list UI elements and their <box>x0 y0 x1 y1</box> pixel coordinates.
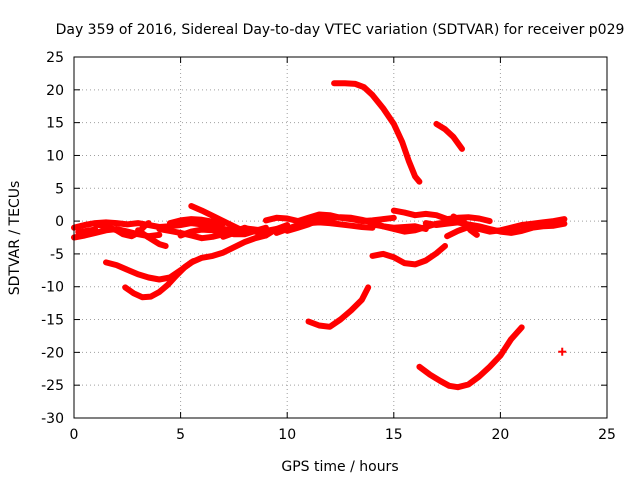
y-tick-label: 15 <box>46 116 64 132</box>
y-tick-label: -15 <box>41 313 64 329</box>
chart-title: Day 359 of 2016, Sidereal Day-to-day VTE… <box>56 22 625 38</box>
data-series-line <box>103 232 269 283</box>
data-series-line <box>220 222 291 240</box>
data-series-line <box>156 226 227 242</box>
y-tick-label: -10 <box>41 280 64 296</box>
y-tick-label: 20 <box>46 83 64 99</box>
x-tick-label: 10 <box>278 427 296 443</box>
data-series-line <box>188 203 248 235</box>
data-series-line <box>450 213 480 238</box>
plot-frame <box>73 56 608 419</box>
data-series-line <box>416 324 525 391</box>
x-tick-label: 5 <box>176 427 185 443</box>
x-axis-label: GPS time / hours <box>281 459 398 475</box>
data-series-line <box>122 258 197 301</box>
y-tick-label: -30 <box>41 411 64 427</box>
data-marker <box>558 347 567 356</box>
y-tick-label: -20 <box>41 345 64 361</box>
y-tick-label: 10 <box>46 148 64 164</box>
y-tick-label: 25 <box>46 50 64 66</box>
data-series <box>71 80 568 391</box>
x-tick-label: 15 <box>385 427 403 443</box>
x-tick-label: 25 <box>598 427 616 443</box>
data-series-line <box>369 221 429 232</box>
data-series-line <box>92 220 152 240</box>
y-axis-label: SDTVAR / TECUs <box>7 181 23 296</box>
x-tick-label: 0 <box>70 427 79 443</box>
data-series-line <box>369 243 448 268</box>
data-series-line <box>433 120 465 152</box>
y-tick-label: -25 <box>41 378 64 394</box>
data-series-line <box>305 284 372 330</box>
data-series-line <box>331 80 423 185</box>
data-series-line <box>135 227 169 249</box>
y-tick-label: 5 <box>55 181 64 197</box>
data-series-line <box>390 207 493 225</box>
x-tick-labels: 0 5 10 15 20 25 <box>70 427 616 443</box>
y-tick-label: 0 <box>55 214 64 230</box>
x-tick-label: 20 <box>491 427 509 443</box>
data-series-line <box>166 216 227 227</box>
data-series-line <box>75 226 99 236</box>
y-tick-label: -5 <box>50 247 64 263</box>
y-tick-labels: -30 -25 -20 -15 -10 -5 0 5 10 15 20 25 <box>41 50 64 427</box>
